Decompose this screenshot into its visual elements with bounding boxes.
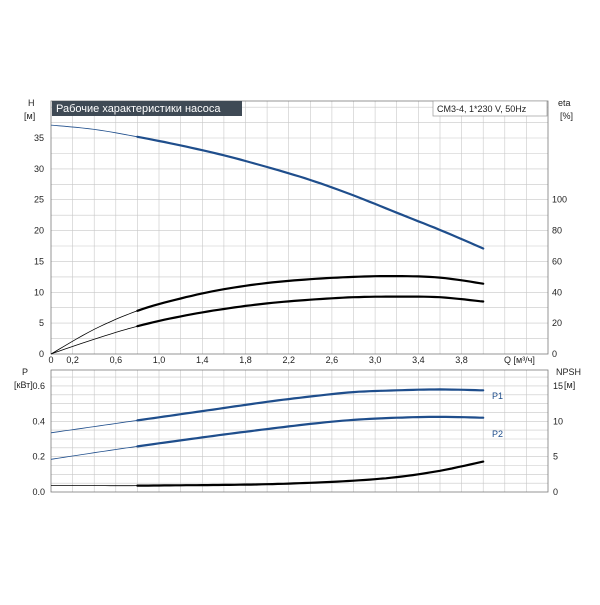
h-tick-label: 25	[34, 195, 44, 205]
h-axis-unit: [м]	[24, 111, 35, 121]
x-tick-label: 1,4	[196, 355, 209, 365]
h-tick-label: 5	[39, 318, 44, 328]
p-tick-label: 0.2	[32, 452, 45, 462]
q-axis-label: Q [м³/ч]	[504, 355, 535, 365]
npsh-tick-label: 0	[553, 487, 558, 497]
pump-info: CM3-4, 1*230 V, 50Hz	[437, 104, 527, 114]
top-grid	[51, 101, 548, 354]
eta-tick-label: 0	[552, 349, 557, 359]
h-tick-label: 15	[34, 256, 44, 266]
x-tick-label: 0	[48, 355, 53, 365]
npsh-tick-label: 5	[553, 452, 558, 462]
eta-axis-unit: [%]	[560, 111, 573, 121]
x-tick-label: 2,6	[326, 355, 339, 365]
p-axis-label: P	[22, 367, 28, 377]
bottom-grid	[51, 370, 548, 492]
h-tick-label: 10	[34, 287, 44, 297]
p-axis-unit: [кВт]	[14, 380, 33, 390]
npsh-axis-label: NPSH	[556, 367, 581, 377]
chart-title-background	[52, 101, 242, 116]
h-tick-label: 35	[34, 133, 44, 143]
x-tick-label: 0,2	[66, 355, 79, 365]
x-tick-label: 3,0	[369, 355, 382, 365]
x-tick-label: 2,2	[282, 355, 295, 365]
x-tick-label: 1,0	[153, 355, 166, 365]
eta-tick-label: 40	[552, 287, 562, 297]
top-plot-frame	[50, 100, 549, 355]
npsh-tick-label: 10	[553, 416, 563, 426]
h-axis-label: H	[28, 98, 35, 108]
top-series-0-operating	[136, 135, 485, 250]
p-tick-label: 0.0	[32, 487, 45, 497]
x-tick-label: 3,8	[455, 355, 468, 365]
bottom-plot-frame	[50, 369, 549, 493]
x-tick-label: 3,4	[412, 355, 425, 365]
p-tick-label: 0.6	[32, 381, 45, 391]
series-label-p2: P2	[492, 429, 503, 439]
p-tick-label: 0.4	[32, 416, 45, 426]
top-series-2-operating	[136, 295, 485, 328]
series-label-p1: P1	[492, 391, 503, 401]
chart-title: Рабочие характеристики насоса	[56, 103, 221, 115]
eta-tick-label: 60	[552, 256, 562, 266]
x-tick-label: 1,8	[239, 355, 252, 365]
bottom-series-0-operating	[136, 388, 485, 422]
eta-tick-label: 20	[552, 318, 562, 328]
x-tick-label: 0,6	[110, 355, 123, 365]
tick-labels: 0 0,2 0,6 1,0 1,4 1,8 2,2 2,6 3,0 3,4 3,8 0 5 10 15 20 2…	[32, 133, 567, 497]
top-series-1-operating	[136, 275, 485, 312]
bottom-series-1-operating	[136, 415, 485, 448]
npsh-axis-unit: [м]	[564, 380, 575, 390]
pump-info-box	[432, 100, 548, 117]
h-tick-label: 30	[34, 164, 44, 174]
eta-axis-label: eta	[558, 98, 571, 108]
h-tick-label: 0	[39, 349, 44, 359]
curves	[50, 124, 485, 487]
npsh-tick-label: 15	[553, 381, 563, 391]
h-tick-label: 20	[34, 226, 44, 236]
eta-tick-label: 100	[552, 195, 567, 205]
bottom-series-2-operating	[136, 460, 485, 487]
eta-tick-label: 80	[552, 226, 562, 236]
